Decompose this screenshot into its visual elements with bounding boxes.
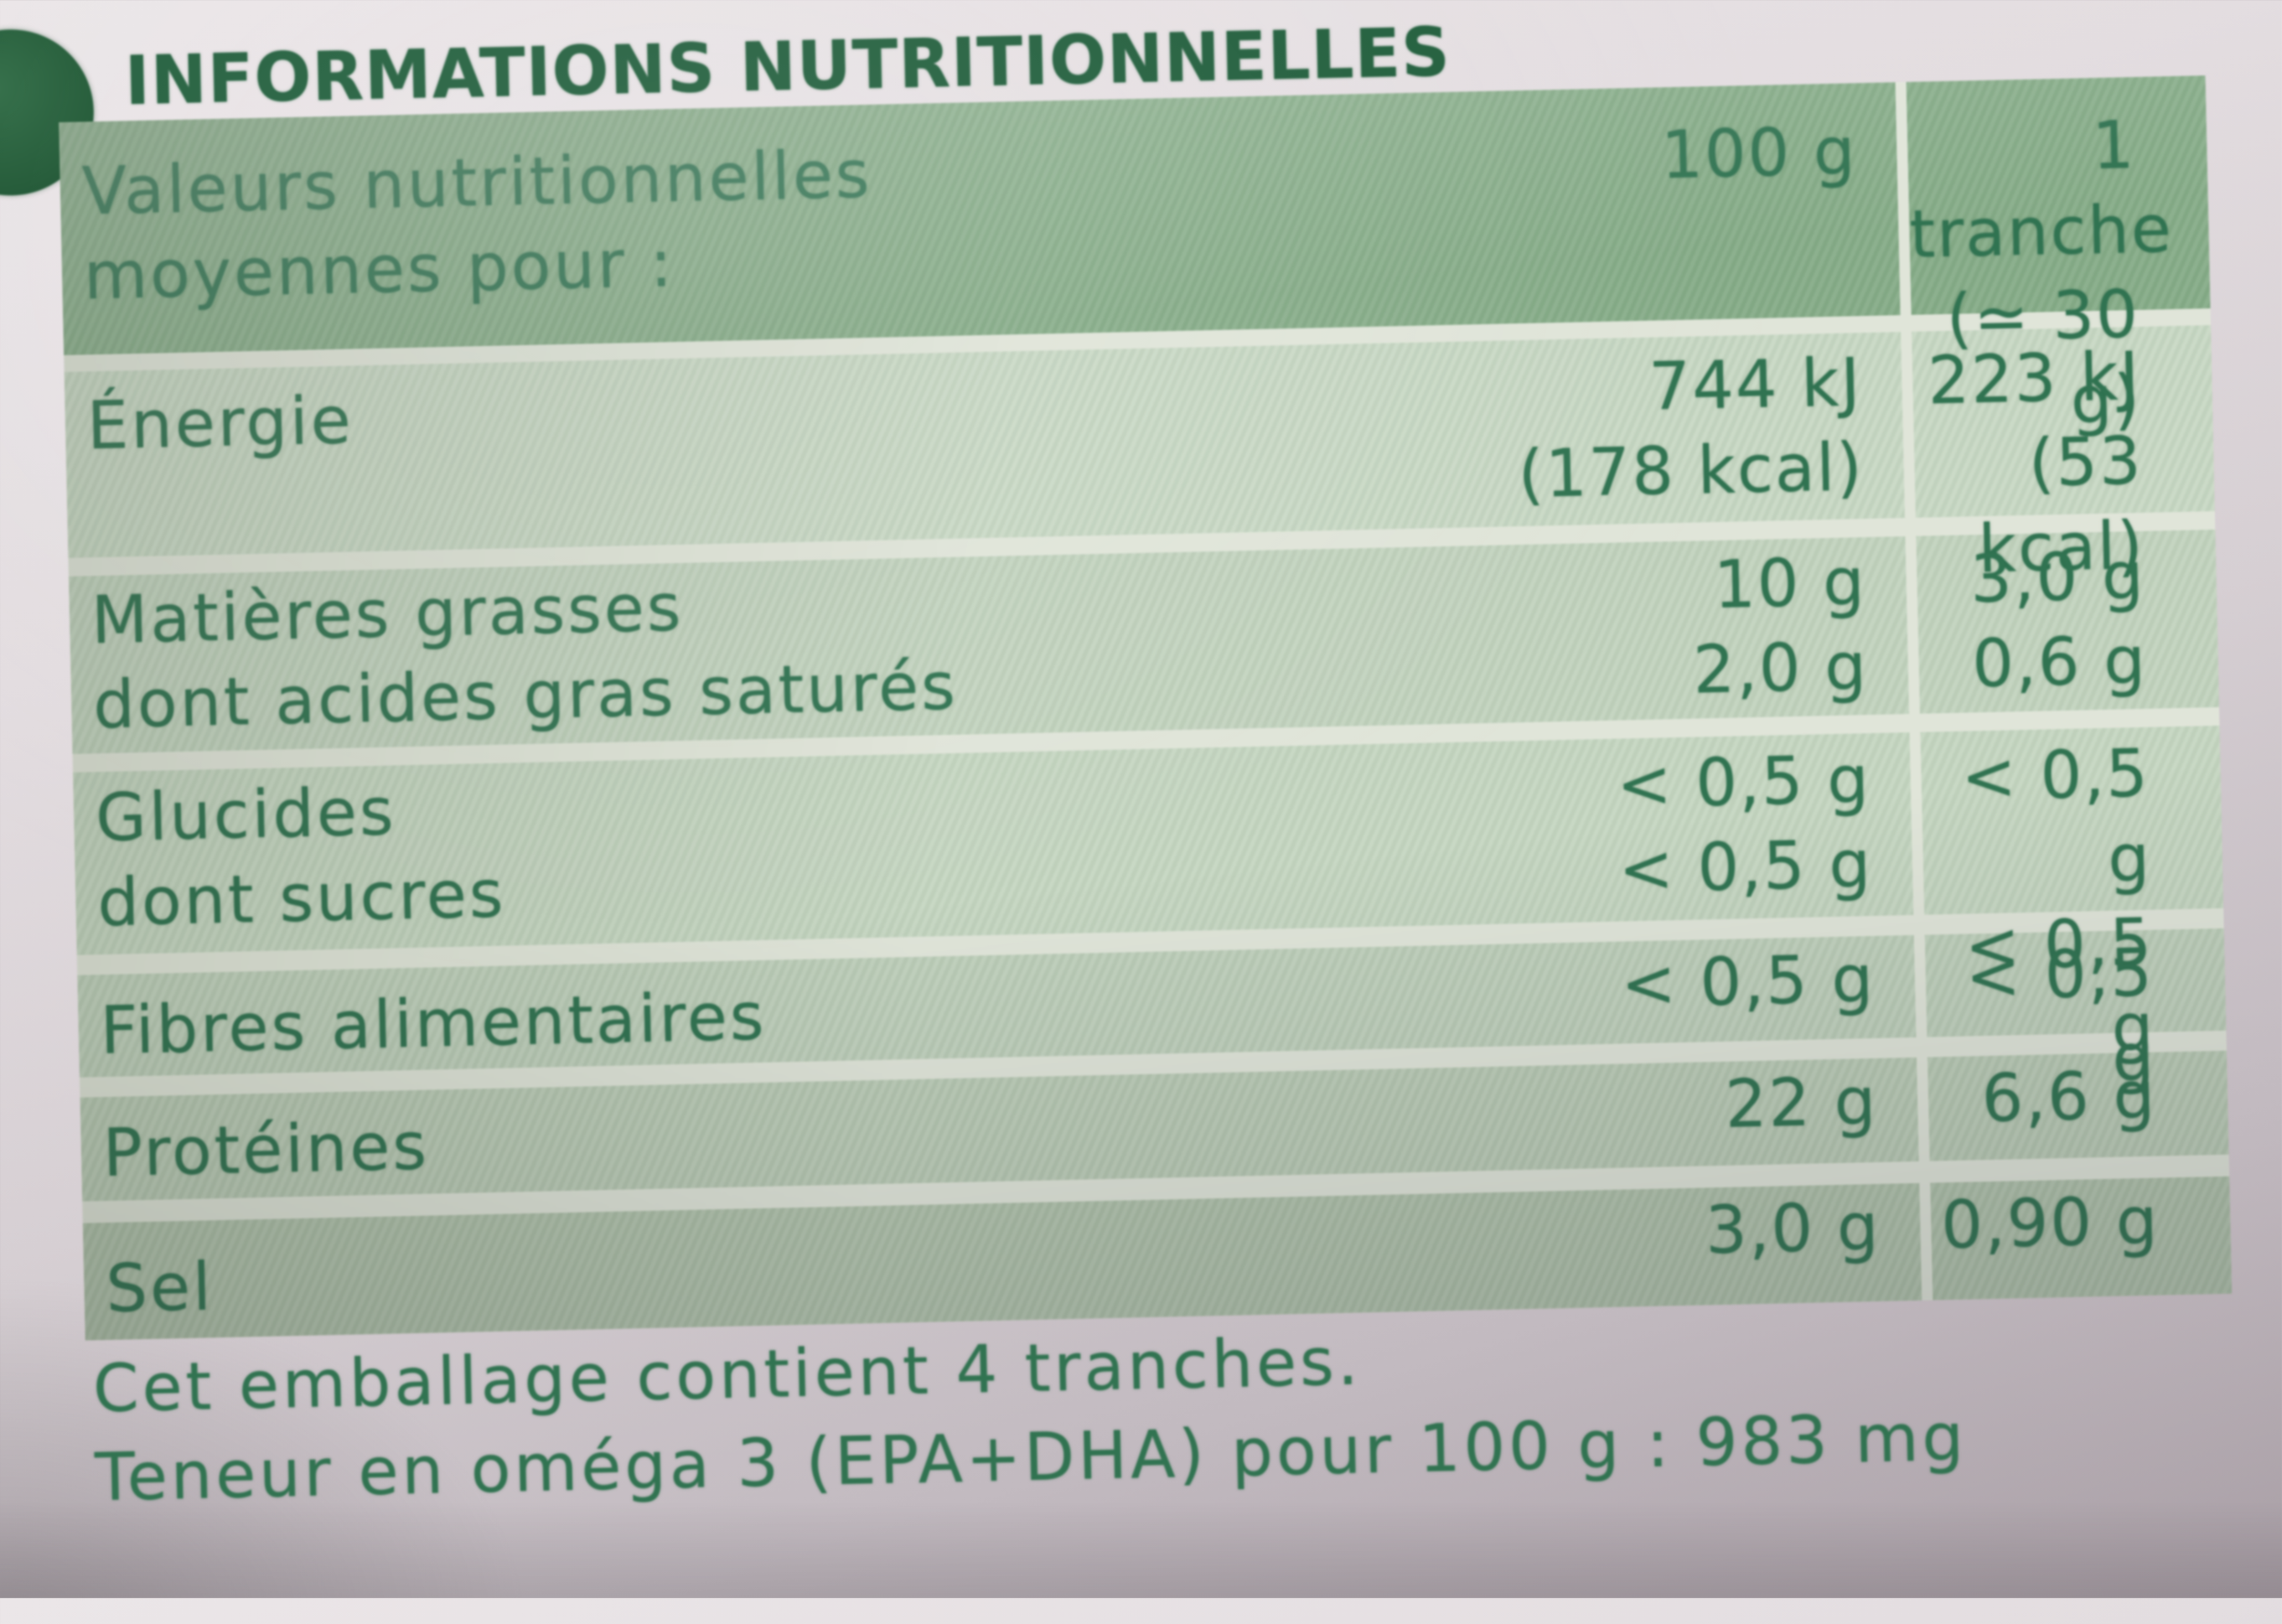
value-line: 6,6 g (1980, 1058, 2158, 1138)
table-row-glucides: Glucides dont sucres < 0,5 g < 0,5 g < 0… (73, 725, 2224, 1067)
footer-notes: Cet emballage contient 4 tranches. Teneu… (92, 1305, 1968, 1523)
table-row-fibres: Fibres alimentaires < 0,5 g < 0,5 g (77, 928, 2227, 1097)
table-row-energie: Énergie 744 kJ (178 kcal) 223 kJ (53 kca… (64, 325, 2215, 587)
value-per-100g: 10 g 2,0 g (1436, 536, 1909, 724)
row-label-cell: Matières grasses dont acides gras saturé… (69, 546, 1440, 754)
value-per-slice: 0,90 g (1919, 1176, 2233, 1301)
value-per-100g: < 0,5 g (1445, 935, 1917, 1047)
value-line: < 0,5 g (1616, 742, 1871, 824)
value-line: 2,0 g (1692, 629, 1869, 709)
value-line: 3,0 g (1705, 1189, 1881, 1270)
table-header-row: Valeurs nutritionnelles moyennes pour : … (59, 75, 2211, 439)
value-line: (178 kcal) (1517, 430, 1865, 514)
value-per-100g: 744 kJ (178 kcal) (1431, 332, 1905, 528)
row-label-cell: Énergie (65, 342, 1436, 558)
value-line: < 0,5 g (1960, 736, 2152, 897)
value-line: < 0,5 g (1620, 941, 1876, 1023)
value-per-100g: < 0,5 g < 0,5 g (1441, 732, 1914, 925)
value-line: 10 g (1713, 545, 1867, 624)
table-row-matieres-grasses: Matières grasses dont acides gras saturé… (68, 529, 2219, 754)
header-label-cell: Valeurs nutritionnelles moyennes pour : (59, 92, 1431, 355)
header-col-slice: 1 tranche (≃ 30 g) (1895, 75, 2211, 439)
value-line: 0,6 g (1971, 623, 2148, 703)
row-label: Protéines (101, 1109, 430, 1192)
value-per-100g: 22 g (1447, 1058, 1919, 1171)
header-col-slice-line1: 1 tranche (1908, 107, 2174, 273)
value-line: 3,0 g (1969, 538, 2146, 618)
row-label: Fibres alimentaires (99, 979, 768, 1070)
value-per-slice: 6,6 g (1916, 1050, 2229, 1161)
row-label: Sel (105, 1249, 215, 1328)
table-row-proteines: Protéines 22 g 6,6 g (80, 1050, 2229, 1202)
nutrition-table: Valeurs nutritionnelles moyennes pour : … (59, 75, 2233, 1341)
value-line: 22 g (1724, 1063, 1879, 1143)
value-line: 223 kJ (1927, 339, 2142, 420)
row-label-cell: Sel (83, 1193, 1453, 1341)
value-per-slice: 223 kJ (53 kcal) (1901, 325, 2215, 587)
header-col-100g: 100 g (1426, 82, 1901, 325)
value-per-slice: 3,0 g 0,6 g (1905, 529, 2219, 714)
value-line: 0,90 g (1940, 1183, 2160, 1265)
value-line: 744 kJ (1648, 345, 1863, 426)
value-per-100g: 3,0 g (1450, 1183, 1922, 1311)
row-label-cell: Fibres alimentaires (77, 945, 1446, 1078)
header-col-100g-text: 100 g (1660, 114, 1858, 194)
row-label: Énergie (86, 383, 354, 465)
row-label-cell: Protéines (80, 1068, 1449, 1202)
value-per-slice: < 0,5 g (1913, 928, 2227, 1097)
row-label-cell: Glucides dont sucres (73, 742, 1444, 955)
value-per-slice: < 0,5 g < 0,5 g (1909, 725, 2224, 1067)
value-line: < 0,5 g (1617, 826, 1873, 908)
